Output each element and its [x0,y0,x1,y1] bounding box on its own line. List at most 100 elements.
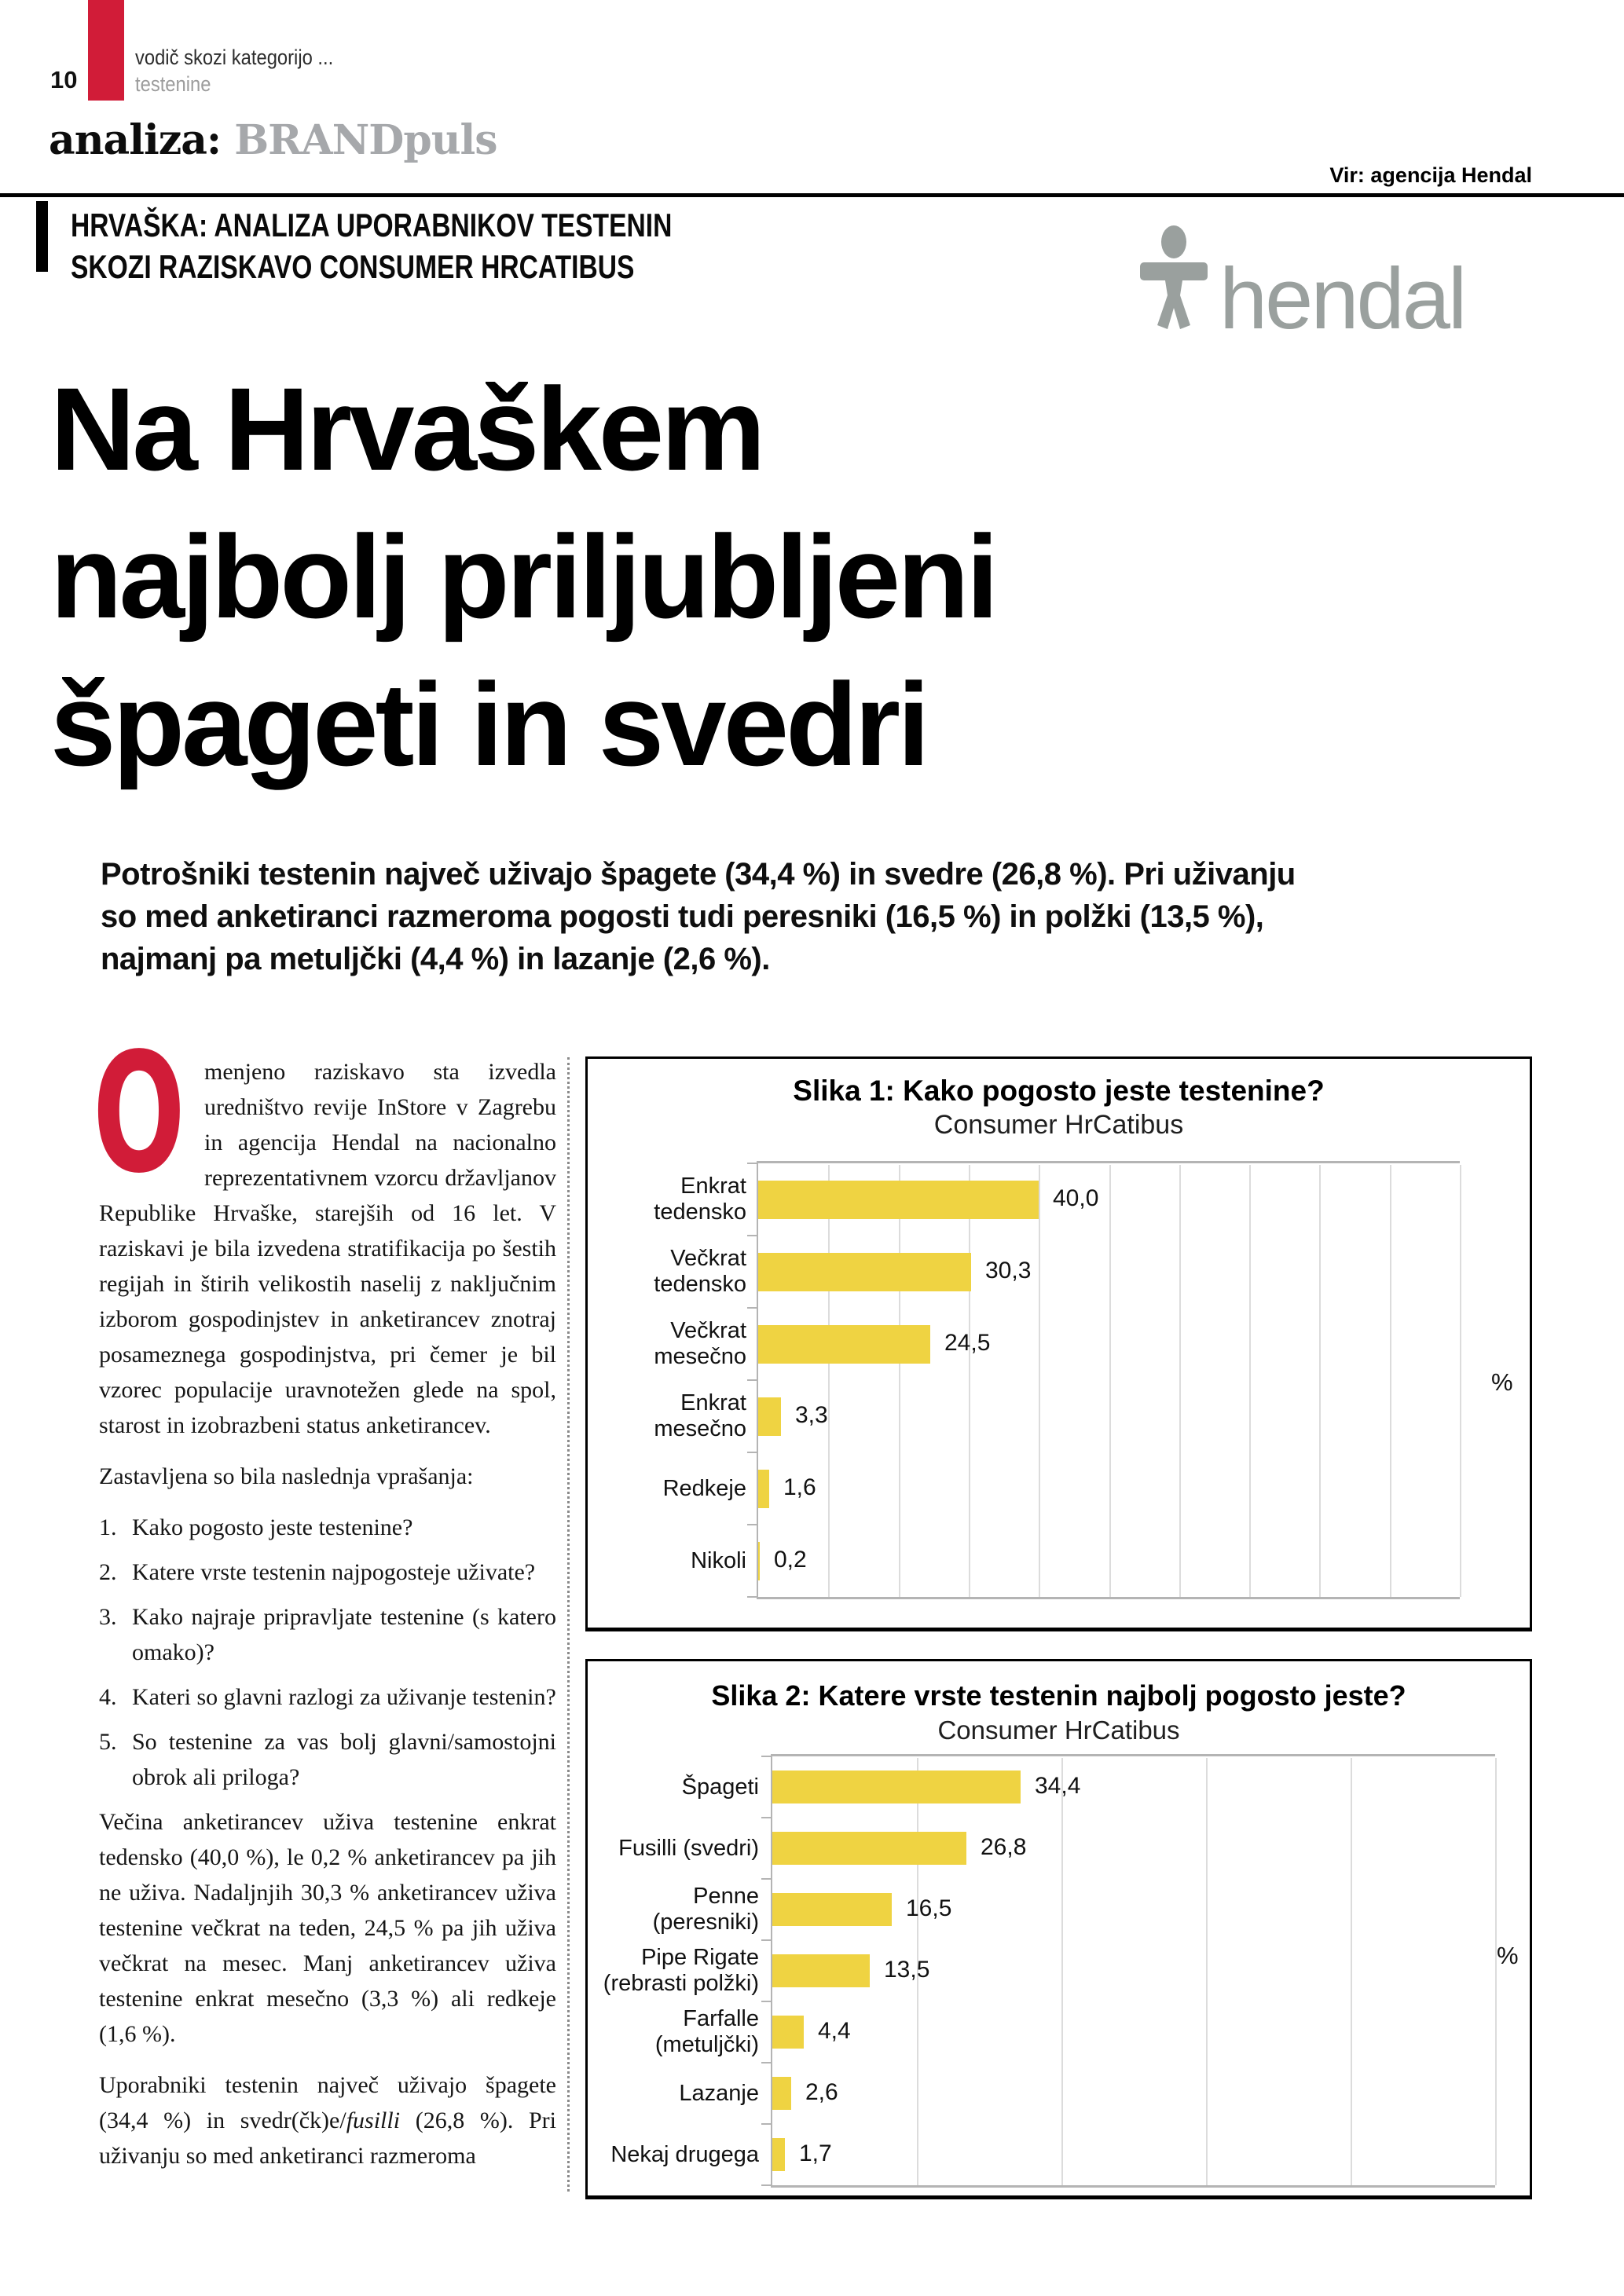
gridline [1319,1165,1321,1597]
gridline [1460,1165,1461,1597]
category-label-text: Večkrat mesečno [654,1318,746,1369]
bar-value: 16,5 [906,1895,952,1921]
category-label: Redkeje [585,1463,746,1514]
bar [758,1397,781,1436]
section-title-analiza: analiza: [49,116,222,164]
lead-line-2: so med anketiranci razmeroma pogosti tud… [101,899,1264,934]
gridline [1495,1758,1497,2185]
category-label-text: Lazanje [679,2080,759,2106]
question-text: Kako najraje pripravljate testenine (s k… [132,1604,556,1665]
kicker: vodič skozi kategorijo ... testenine [135,44,333,97]
y-axis-line [771,1754,772,2188]
bar [758,1325,930,1364]
gridline [1061,1758,1063,2185]
chart-subtitle-1: Consumer HrCatibus [933,1110,1184,1140]
bar-value: 4,4 [818,2018,851,2044]
category-label: Enkrat tedensko [585,1174,746,1225]
axis-tick [761,1756,771,1757]
bar [772,1832,966,1865]
chart-box-2 [585,1659,1532,2199]
red-accent-block [88,0,124,101]
plot-bottom-border [772,2185,1495,2188]
category-label-text: Enkrat tedensko [654,1174,746,1225]
chart-box-1 [585,1056,1532,1631]
question-text: Kako pogosto jeste testenine? [132,1514,413,1540]
bar [772,1954,870,1987]
chart-subtitle-2: Consumer HrCatibus [937,1716,1180,1745]
question-number: 3. [99,1604,117,1630]
section-title: analiza: BRANDpuls [49,116,498,164]
lead-line-3: najmanj pa metuljčki (4,4 %) in lazanje … [101,942,770,976]
category-label: Nikoli [585,1535,746,1587]
category-label-text: Nikoli [691,1547,746,1573]
bar [772,1893,892,1926]
percent-axis-label: % [1491,1368,1513,1396]
question-item-5: 5. So testenine za vas bolj glavni/samost… [99,1724,556,1795]
bar-value: 2,6 [805,2079,838,2105]
category-label-text: Penne (peresniki) [652,1884,759,1935]
gridline [1390,1165,1391,1597]
eyebrow-line2: SKOZI RAZISKAVO CONSUMER HRCATIBUS [71,248,635,285]
axis-tick [761,2062,771,2063]
category-label: Enkrat mesečno [585,1390,746,1442]
category-label-text: Farfalle (metuljčki) [654,2006,759,2057]
question-item-4: 4. Kateri so glavni razlogi za uživanje t… [99,1679,556,1715]
category-label: Lazanje [585,2067,759,2119]
article-eyebrow: HRVAŠKA: ANALIZA UPORABNIKOV TESTENIN SK… [71,204,672,287]
category-label: Nekaj drugega [585,2129,759,2181]
page-number: 10 [50,66,78,93]
bar [772,2016,804,2049]
category-label: Večkrat mesečno [585,1318,746,1370]
kicker-line2: testenine [135,72,211,96]
axis-tick [747,1163,757,1164]
bar-value: 34,4 [1035,1773,1081,1799]
question-item-2: 2. Katere vrste testenin najpogosteje uži… [99,1554,556,1590]
axis-tick [761,1939,771,1941]
axis-tick [747,1596,757,1598]
column-dotted-separator [567,1057,570,2192]
category-label: Pipe Rigate (rebrasti polžki) [585,1945,759,1997]
hendal-logo-text: hendal [1219,251,1467,347]
gridline [1039,1165,1040,1597]
gridline [1179,1165,1181,1597]
axis-tick [747,1307,757,1309]
horizontal-rule [0,193,1624,197]
gridline [899,1165,900,1597]
axis-tick [747,1524,757,1525]
gridline [1249,1165,1251,1597]
bar-value: 13,5 [884,1957,930,1983]
category-label-text: Večkrat tedensko [654,1246,746,1297]
body-paragraph-1: menjeno raziskavo sta izvedla uredništvo… [99,1054,556,1443]
percent-axis-label: % [1497,1942,1519,1969]
plot-bottom-border [758,1597,1460,1599]
italic-fusilli: fusilli [346,2107,401,2133]
bar-value: 24,5 [944,1330,991,1356]
category-label-text: Enkrat mesečno [654,1390,746,1441]
bar [758,1253,971,1291]
source-credit: Vir: agencija Hendal [1329,163,1532,187]
bar-value: 0,2 [774,1547,807,1573]
axis-tick [761,1878,771,1880]
bar-value: 26,8 [981,1834,1027,1860]
category-label: Špageti [585,1761,759,1813]
bar [772,1771,1021,1803]
question-number: 2. [99,1559,117,1585]
bar [758,1181,1039,1219]
category-label-text: Nekaj drugega [610,2141,759,2167]
article-lead: Potrošniki testenin največ uživajo špage… [101,853,1296,980]
plot-top-border [772,1754,1495,1756]
hendal-person-icon [1140,225,1208,329]
article-headline: Na Hrvaškem najbolj priljubljeni špageti i… [50,355,999,798]
section-title-brandpuls: BRANDpuls [234,116,497,164]
axis-tick [761,2184,771,2186]
chart-title-1: Slika 1: Kako pogosto jeste testenine? [793,1075,1325,1107]
category-label-text: Špageti [681,1774,759,1800]
question-number: 4. [99,1684,117,1710]
gridline [1206,1758,1208,2185]
bar [758,1542,760,1580]
question-item-1: 1. Kako pogosto jeste testenine? [99,1510,556,1545]
question-text: Katere vrste testenin najpogosteje uživa… [132,1559,536,1585]
axis-tick [747,1379,757,1381]
category-label-text: Pipe Rigate (rebrasti polžki) [603,1945,759,1996]
headline-line-3: špageti in svedri [50,658,930,790]
